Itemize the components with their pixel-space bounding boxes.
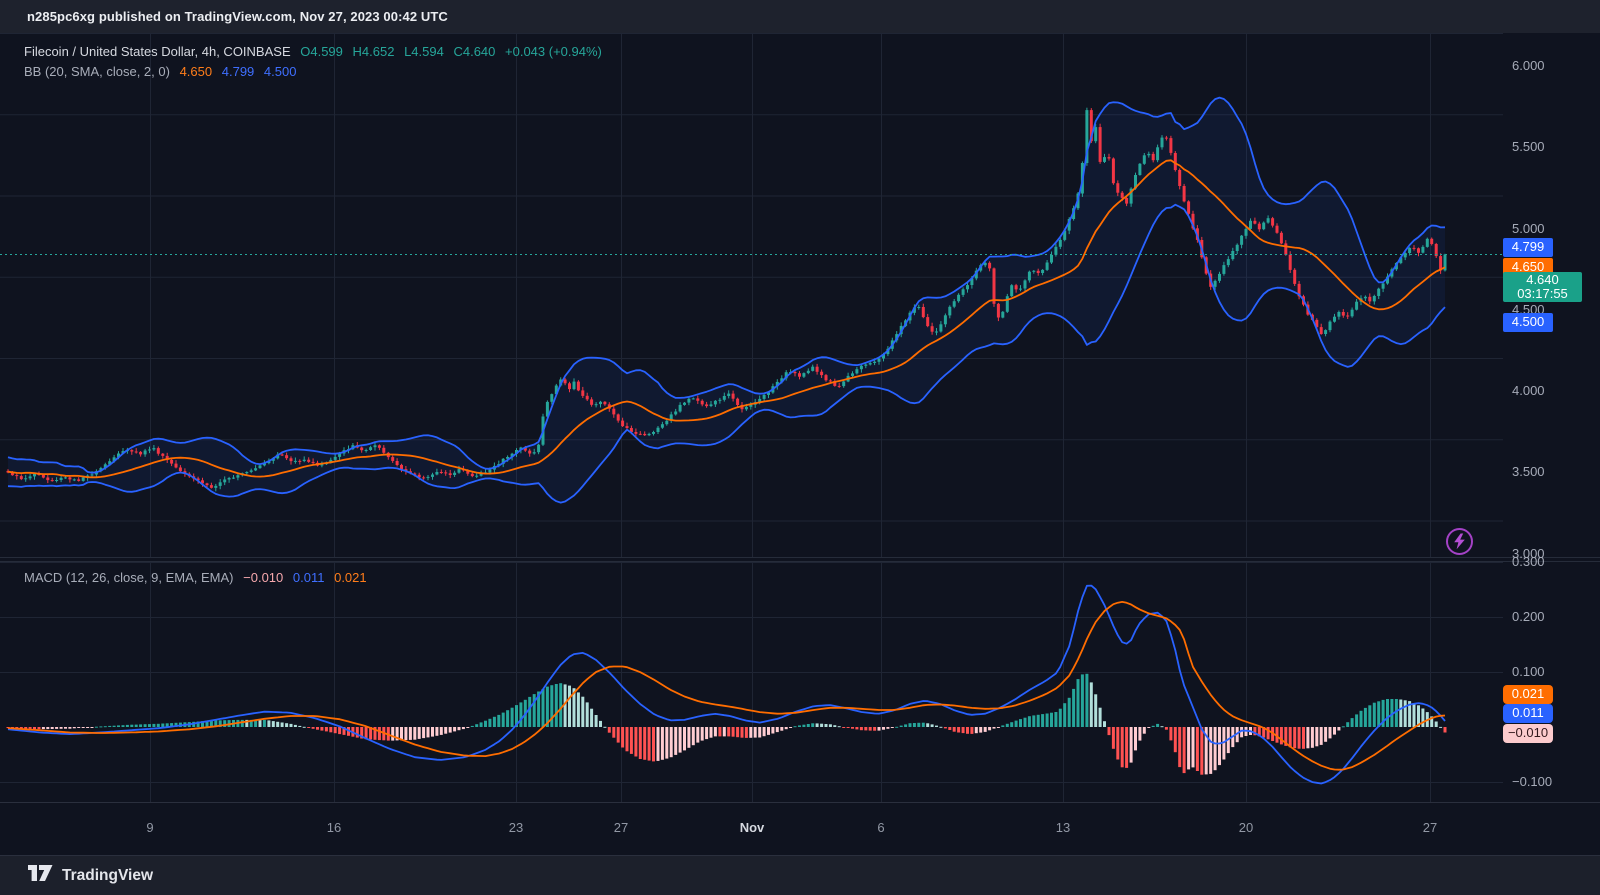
price-tick-label: 3.000 xyxy=(1512,545,1545,561)
price-tick-label: 5.500 xyxy=(1512,139,1545,155)
ohlc-change: +0.043 (+0.94%) xyxy=(505,44,602,59)
price-tick-label: 6.000 xyxy=(1512,58,1545,73)
ohlc-close: C4.640 xyxy=(453,44,496,59)
ohlc-open: O4.599 xyxy=(300,44,343,59)
boost-button[interactable] xyxy=(1446,528,1473,555)
macd-tick-label: 0.100 xyxy=(1512,664,1545,679)
price-tick-label: 5.000 xyxy=(1512,220,1545,236)
macd-label: MACD (12, 26, close, 9, EMA, EMA) xyxy=(24,570,234,585)
macd-label-0.021: 0.021 xyxy=(1503,684,1553,704)
symbol-title: Filecoin / United States Dollar, 4h, COI… xyxy=(24,44,291,59)
macd-tick-label: −0.100 xyxy=(1512,774,1553,789)
time-tick-label-9: 9 xyxy=(146,820,154,835)
time-tick-label-27: 27 xyxy=(1422,820,1438,835)
time-axis[interactable]: 9 16 23 27 Nov 6 13 20 27 xyxy=(0,802,1600,855)
macd-signal-value: 0.021 xyxy=(334,570,367,585)
price-label-4.640: 4.640 03:17:55 xyxy=(1503,272,1582,302)
macd-pane[interactable] xyxy=(0,562,1503,802)
price-label-4.650: 4.650 xyxy=(1503,257,1553,277)
brand-name[interactable]: TradingView xyxy=(62,866,154,884)
price-tick-label: 3.500 xyxy=(1512,464,1545,480)
bb-lower-value: 4.500 xyxy=(263,64,297,79)
bb-upper-value: 4.799 xyxy=(221,64,255,79)
macd-line-value: 0.011 xyxy=(292,570,325,585)
tradingview-logo-icon[interactable] xyxy=(27,862,54,889)
time-tick-label-20: 20 xyxy=(1238,820,1254,835)
macd-tick-label: 0.300 xyxy=(1512,554,1545,569)
price-pane[interactable] xyxy=(0,33,1503,557)
macd-label-−0.010: −0.010 xyxy=(1503,723,1553,743)
macd-label-0.011: 0.011 xyxy=(1503,703,1553,723)
bar-countdown: 03:17:55 xyxy=(1517,286,1568,301)
macd-histogram-value: −0.010 xyxy=(243,570,284,585)
bb-indicator-header: BB (20, SMA, close, 2, 0) 4.650 4.799 4.… xyxy=(24,64,302,79)
chart-area[interactable]: Filecoin / United States Dollar, 4h, COI… xyxy=(0,33,1600,855)
bb-label: BB (20, SMA, close, 2, 0) xyxy=(24,64,170,79)
time-tick-label-27: 27 xyxy=(613,820,629,835)
footer: TradingView xyxy=(0,855,1600,895)
macd-tick-label: 0.200 xyxy=(1512,609,1545,624)
price-label-4.500: 4.500 xyxy=(1503,312,1553,332)
ohlc-low: L4.594 xyxy=(404,44,444,59)
time-tick-label-13: 13 xyxy=(1055,820,1071,835)
time-tick-label-16: 16 xyxy=(326,820,342,835)
macd-indicator-header: MACD (12, 26, close, 9, EMA, EMA) −0.010… xyxy=(24,570,373,585)
bb-basis-value: 4.650 xyxy=(179,64,213,79)
pane-separator[interactable] xyxy=(0,557,1600,558)
lightning-icon xyxy=(1454,533,1465,550)
symbol-header: Filecoin / United States Dollar, 4h, COI… xyxy=(24,44,608,59)
price-label-4.799: 4.799 xyxy=(1503,237,1553,257)
publish-text: n285pc6xg published on TradingView.com, … xyxy=(27,9,448,24)
pane-separator[interactable] xyxy=(0,561,1600,562)
price-tick-label: 4.000 xyxy=(1512,383,1545,398)
time-tick-label-Nov: Nov xyxy=(739,820,765,835)
publish-bar: n285pc6xg published on TradingView.com, … xyxy=(0,0,1600,33)
ohlc-high: H4.652 xyxy=(352,44,395,59)
time-tick-label-6: 6 xyxy=(877,820,885,835)
time-tick-label-23: 23 xyxy=(508,820,524,835)
